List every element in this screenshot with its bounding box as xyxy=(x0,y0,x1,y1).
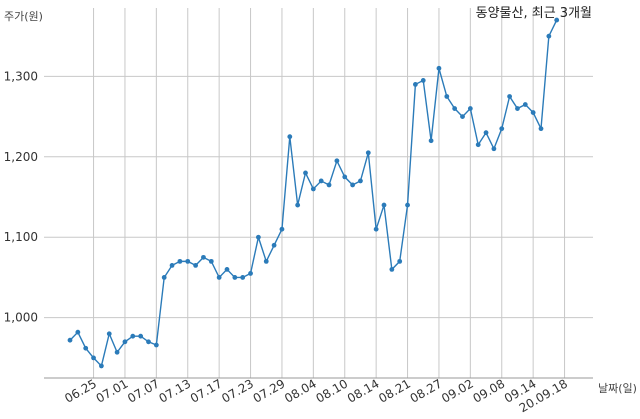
price-point xyxy=(248,271,253,276)
price-point xyxy=(546,33,552,39)
y-tick-label: 1,200 xyxy=(4,150,38,164)
price-point xyxy=(216,275,222,280)
price-point xyxy=(287,134,293,140)
price-point xyxy=(350,182,355,188)
price-point xyxy=(342,174,348,180)
price-point xyxy=(279,226,285,232)
price-point xyxy=(91,355,96,361)
price-point xyxy=(483,130,489,136)
price-point xyxy=(420,77,426,83)
price-point xyxy=(444,94,450,99)
price-point xyxy=(365,150,371,156)
price-point xyxy=(67,337,73,343)
price-point xyxy=(318,178,324,184)
x-tick-label: 07.29 xyxy=(251,376,288,405)
y-tick-labels: 1,000 1,100 1,200 1,300 xyxy=(4,69,38,324)
x-tick-label: 08.14 xyxy=(345,376,382,405)
chart-title: 동양물산, 최근 3개월 xyxy=(476,6,592,21)
horizontal-gridlines xyxy=(44,75,593,319)
price-point xyxy=(75,329,81,335)
price-point xyxy=(310,186,316,192)
price-point xyxy=(405,202,410,208)
y-axis-label: 주가(원) xyxy=(4,10,43,23)
price-point xyxy=(428,138,434,144)
x-tick-label: 07.17 xyxy=(188,376,225,405)
price-point xyxy=(538,126,544,132)
price-point xyxy=(389,267,395,272)
price-point xyxy=(303,170,308,176)
price-point xyxy=(256,234,261,240)
price-point xyxy=(499,126,505,132)
price-point xyxy=(358,178,363,184)
price-point xyxy=(507,94,512,99)
x-tick-label: 07.01 xyxy=(94,376,131,405)
price-point xyxy=(397,258,403,264)
price-point xyxy=(491,146,497,152)
price-point xyxy=(99,363,104,369)
price-point xyxy=(161,275,167,280)
price-point xyxy=(177,258,183,264)
price-point xyxy=(224,267,230,272)
y-tick-label: 1,100 xyxy=(4,230,38,244)
price-point xyxy=(373,226,379,232)
price-point xyxy=(146,339,151,345)
price-point xyxy=(169,262,175,268)
price-point xyxy=(153,342,159,348)
price-point xyxy=(467,106,473,111)
price-point xyxy=(334,158,340,164)
price-point xyxy=(475,142,481,148)
x-tick-label: 08.04 xyxy=(282,376,319,405)
x-tick-labels: 06.2507.0107.0707.1307.1707.2307.2908.04… xyxy=(62,376,570,415)
x-tick-label: 06.25 xyxy=(62,376,99,405)
price-point xyxy=(122,339,128,345)
price-point xyxy=(232,275,238,280)
price-point xyxy=(460,114,465,119)
price-point xyxy=(83,345,89,351)
vertical-gridlines xyxy=(93,8,566,378)
x-tick-label: 08.10 xyxy=(313,376,350,405)
price-point xyxy=(271,242,277,248)
price-point xyxy=(326,182,332,188)
x-tick-label: 07.07 xyxy=(125,376,162,405)
y-tick-label: 1,000 xyxy=(4,311,38,325)
price-point xyxy=(114,349,120,355)
price-point xyxy=(185,258,191,264)
price-point xyxy=(515,106,520,111)
price-point xyxy=(436,65,442,71)
x-tick-label: 09.02 xyxy=(439,376,476,405)
x-tick-label: 09.08 xyxy=(470,376,507,405)
price-point xyxy=(530,110,536,115)
price-point xyxy=(522,102,528,107)
price-point xyxy=(452,106,458,111)
price-point xyxy=(106,331,112,337)
x-tick-label: 07.23 xyxy=(219,376,256,405)
x-axis-label: 날짜(일) xyxy=(598,381,637,395)
price-point xyxy=(413,82,418,87)
price-point xyxy=(193,262,199,268)
price-point xyxy=(138,333,144,339)
price-point xyxy=(554,17,560,23)
price-point xyxy=(263,258,269,264)
price-point xyxy=(295,202,301,208)
price-point xyxy=(240,275,246,280)
price-point xyxy=(208,258,214,264)
x-tick-label: 08.21 xyxy=(376,376,413,405)
price-point xyxy=(130,333,136,339)
price-point xyxy=(381,202,387,208)
x-tick-label: 08.27 xyxy=(408,376,445,405)
y-tick-label: 1,300 xyxy=(4,69,38,83)
price-points xyxy=(67,17,560,369)
x-tick-label: 07.13 xyxy=(156,376,193,405)
price-point xyxy=(201,254,206,260)
